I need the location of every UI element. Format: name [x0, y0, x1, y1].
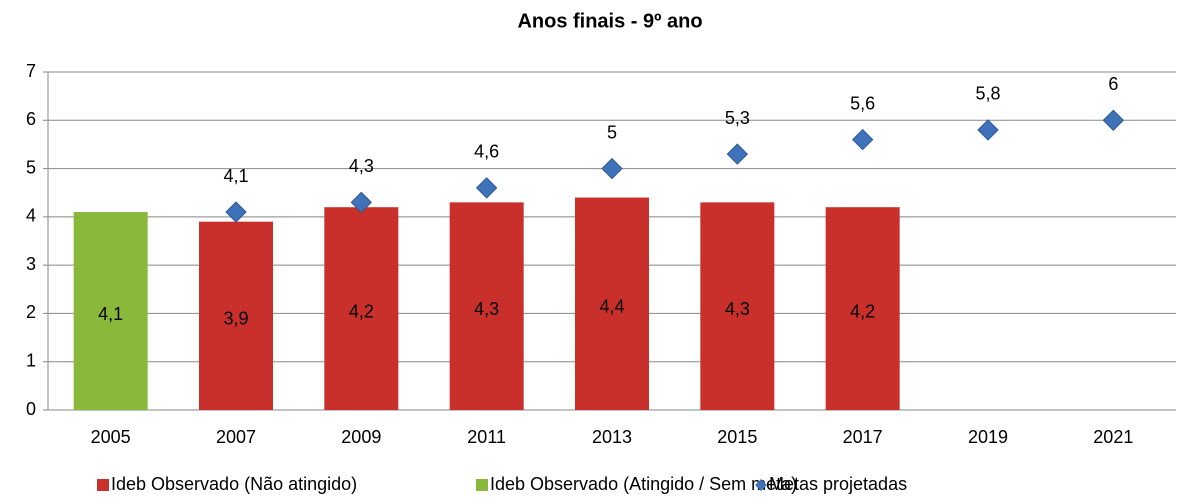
legend-label: Ideb Observado (Atingido / Sem meta) [490, 474, 797, 494]
x-tick-label: 2019 [968, 427, 1008, 447]
marker [726, 143, 749, 165]
bar [575, 197, 649, 410]
y-tick-label: 3 [26, 254, 36, 274]
data-label: 4,2 [349, 301, 374, 321]
data-label: 5 [607, 122, 617, 142]
x-tick-label: 2005 [91, 427, 131, 447]
data-label: 5,6 [850, 93, 875, 113]
y-tick-label: 6 [26, 109, 36, 129]
data-label: 6 [1108, 74, 1118, 94]
legend-swatch [97, 479, 109, 491]
data-label: 4,3 [349, 156, 374, 176]
y-tick-label: 5 [26, 157, 36, 177]
y-tick-label: 7 [26, 61, 36, 81]
data-label: 4,6 [474, 142, 499, 162]
y-tick-label: 0 [26, 399, 36, 419]
data-label: 4,3 [474, 299, 499, 319]
data-label: 4,4 [599, 297, 624, 317]
data-label: 4,2 [850, 301, 875, 321]
marker [1102, 109, 1125, 131]
data-label: 5,3 [725, 108, 750, 128]
marker [225, 201, 247, 223]
bar [700, 202, 775, 410]
x-tick-label: 2009 [341, 427, 381, 447]
legend-marker [755, 479, 767, 491]
marker [977, 119, 999, 141]
legend-label: Metas projetadas [769, 474, 907, 494]
legend-label: Ideb Observado (Não atingido) [111, 474, 357, 494]
legend-swatch [476, 479, 488, 491]
x-tick-label: 2011 [467, 427, 506, 447]
x-tick-label: 2007 [216, 427, 256, 447]
bar [73, 212, 148, 410]
marker [851, 128, 874, 151]
data-label: 4,3 [725, 299, 750, 319]
bar [199, 221, 273, 410]
bar [449, 202, 524, 410]
data-label: 3,9 [223, 309, 248, 329]
x-tick-label: 2015 [717, 427, 757, 447]
x-tick-label: 2021 [1093, 427, 1133, 447]
marker [601, 157, 623, 180]
chart-title: Anos finais - 9º ano [517, 10, 702, 32]
marker [475, 177, 498, 199]
data-label: 5,8 [975, 84, 1000, 104]
y-tick-label: 1 [26, 350, 36, 370]
bar [825, 207, 900, 410]
y-tick-label: 2 [26, 302, 36, 322]
data-label: 4,1 [98, 304, 123, 324]
x-tick-label: 2017 [843, 427, 883, 447]
data-label: 4,1 [223, 166, 248, 186]
bar [324, 207, 399, 410]
marker [350, 191, 373, 214]
x-tick-label: 2013 [592, 427, 632, 447]
y-tick-label: 4 [26, 206, 36, 226]
